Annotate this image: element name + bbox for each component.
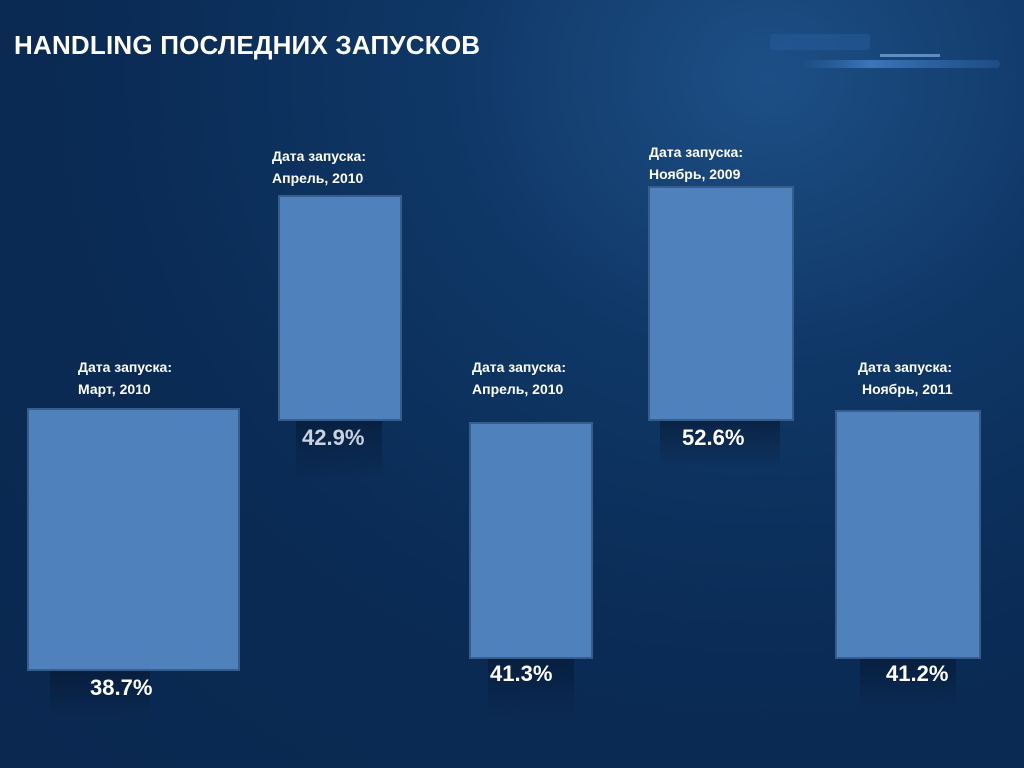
launch-bar: [648, 186, 794, 421]
launch-value: 38.7%: [90, 675, 153, 700]
launch-caption: Дата запуска: Март, 2010: [78, 356, 172, 400]
launch-caption-label: Дата запуска:: [858, 359, 952, 375]
launch-value: 52.6%: [682, 425, 745, 450]
launch-value: 42.9%: [302, 425, 365, 450]
launch-value: 41.2%: [886, 661, 949, 686]
bar-shadow: [296, 420, 382, 480]
launch-caption-date: Апрель, 2010: [472, 381, 564, 397]
launch-bar: [835, 410, 981, 659]
slide-title: HANDLING ПОСЛЕДНИХ ЗАПУСКОВ: [14, 30, 481, 60]
launch-caption: Дата запуска: Апрель, 2010: [272, 145, 366, 189]
launch-caption-date: Ноябрь, 2009: [649, 166, 741, 182]
launch-caption-label: Дата запуска:: [649, 144, 743, 160]
launch-caption-date: Март, 2010: [78, 381, 151, 397]
launch-caption-label: Дата запуска:: [472, 359, 566, 375]
launch-caption-label: Дата запуска:: [78, 359, 172, 375]
bar-shadow: [860, 658, 956, 708]
launch-bar: [278, 195, 402, 421]
launch-bar: [27, 408, 240, 671]
bar-shadow: [50, 670, 150, 718]
bar-shadow: [488, 658, 574, 718]
launch-caption: Дата запуска: Ноябрь, 2011: [858, 356, 953, 400]
bar-shadow: [660, 420, 780, 468]
brand-logo-watermark: [770, 34, 1000, 68]
launch-caption-date: Ноябрь, 2011: [862, 381, 953, 397]
launch-value: 41.3%: [490, 661, 553, 686]
launch-caption-date: Апрель, 2010: [272, 170, 364, 186]
launch-caption: Дата запуска: Ноябрь, 2009: [649, 141, 743, 185]
launch-bar: [469, 422, 593, 659]
launch-caption-label: Дата запуска:: [272, 148, 366, 164]
launch-caption: Дата запуска: Апрель, 2010: [472, 356, 566, 400]
